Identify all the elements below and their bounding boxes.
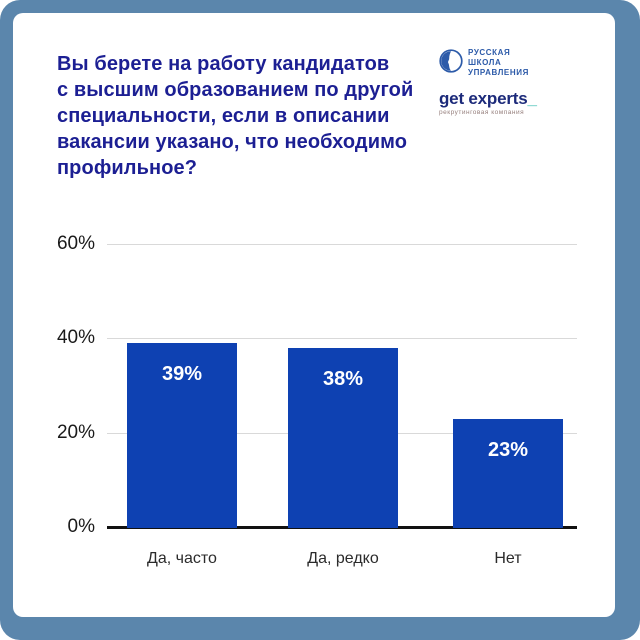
gridline-40 xyxy=(107,338,577,339)
rshu-logo-text: РУССКАЯ ШКОЛА УПРАВЛЕНИЯ xyxy=(468,48,529,78)
y-tick-40: 40% xyxy=(56,327,95,348)
get-experts-wordmark: get experts_ xyxy=(439,90,587,108)
get-experts-tagline: рекрутинговая компания xyxy=(439,109,525,116)
bar-da-chasto: 39% xyxy=(127,343,237,528)
logo-block: РУССКАЯ ШКОЛА УПРАВЛЕНИЯ get experts_ ре… xyxy=(439,48,587,116)
bar-net: 23% xyxy=(453,419,563,528)
x-category-da-chasto: Да, часто xyxy=(147,550,217,567)
x-category-net: Нет xyxy=(494,550,522,567)
rshu-line: РУССКАЯ xyxy=(468,48,511,57)
rshu-emblem-icon xyxy=(439,48,463,78)
bar-value-label: 38% xyxy=(322,368,364,390)
bar-da-redko: 38% xyxy=(288,348,398,528)
bar-value-label: 23% xyxy=(487,439,529,461)
y-tick-0: 0% xyxy=(67,516,95,537)
rshu-line: УПРАВЛЕНИЯ xyxy=(468,68,529,77)
get-experts-wordmark-text: get experts xyxy=(439,89,528,108)
infographic-card: Вы берете на работу кандидатов с высшим … xyxy=(13,13,615,617)
rshu-logo: РУССКАЯ ШКОЛА УПРАВЛЕНИЯ xyxy=(439,48,587,78)
title-line: с высшим образованием по другой xyxy=(57,79,414,101)
get-experts-logo: get experts_ рекрутинговая компания xyxy=(439,90,587,117)
bar-value-label: 39% xyxy=(161,363,203,385)
y-tick-20: 20% xyxy=(56,422,95,443)
title-line: специальности, если в описании xyxy=(57,105,390,127)
title-line: профильное? xyxy=(57,157,198,179)
rshu-line: ШКОЛА xyxy=(468,58,502,67)
chart-question-title: Вы берете на работу кандидатов с высшим … xyxy=(57,51,457,181)
gridline-60 xyxy=(107,244,577,245)
y-tick-60: 60% xyxy=(56,233,95,254)
title-line: Вы берете на работу кандидатов xyxy=(57,53,390,75)
title-line: вакансии указано, что необходимо xyxy=(57,131,408,153)
x-category-da-redko: Да, редко xyxy=(307,550,379,567)
get-experts-underscore: _ xyxy=(527,89,537,108)
